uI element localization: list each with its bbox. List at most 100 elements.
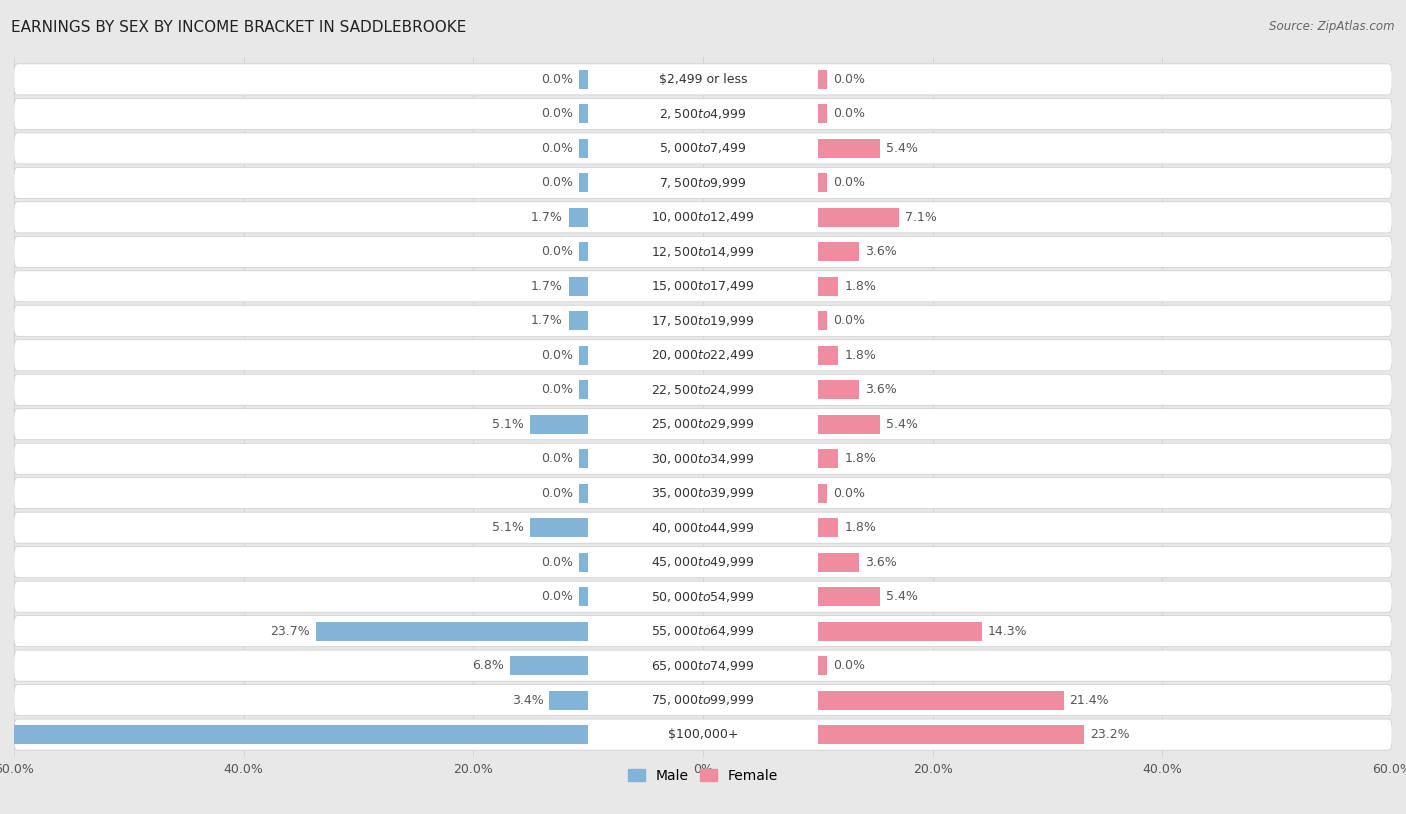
- Legend: Male, Female: Male, Female: [623, 764, 783, 789]
- Text: 1.8%: 1.8%: [844, 453, 876, 466]
- Text: $45,000 to $49,999: $45,000 to $49,999: [651, 555, 755, 569]
- Text: 3.4%: 3.4%: [512, 694, 543, 707]
- Bar: [818, 173, 827, 192]
- Text: $5,000 to $7,499: $5,000 to $7,499: [659, 142, 747, 155]
- FancyBboxPatch shape: [14, 305, 1392, 336]
- FancyBboxPatch shape: [14, 409, 1392, 440]
- FancyBboxPatch shape: [14, 615, 1392, 646]
- Text: 0.0%: 0.0%: [541, 177, 574, 190]
- Text: $40,000 to $44,999: $40,000 to $44,999: [651, 521, 755, 535]
- Text: 3.6%: 3.6%: [865, 245, 897, 258]
- Text: Source: ZipAtlas.com: Source: ZipAtlas.com: [1270, 20, 1395, 33]
- Bar: [550, 690, 588, 710]
- Bar: [579, 449, 588, 468]
- Text: 14.3%: 14.3%: [988, 624, 1028, 637]
- Bar: [579, 553, 588, 571]
- FancyBboxPatch shape: [14, 271, 1392, 302]
- FancyBboxPatch shape: [14, 443, 1392, 475]
- FancyBboxPatch shape: [14, 719, 1392, 751]
- FancyBboxPatch shape: [14, 650, 1392, 681]
- Text: 1.7%: 1.7%: [531, 280, 562, 293]
- Text: $22,500 to $24,999: $22,500 to $24,999: [651, 383, 755, 396]
- Text: 1.7%: 1.7%: [531, 314, 562, 327]
- Bar: [510, 656, 588, 675]
- FancyBboxPatch shape: [14, 63, 1392, 95]
- Bar: [568, 311, 588, 330]
- FancyBboxPatch shape: [14, 98, 1392, 129]
- Text: 0.0%: 0.0%: [541, 453, 574, 466]
- Text: 1.8%: 1.8%: [844, 280, 876, 293]
- Text: $15,000 to $17,499: $15,000 to $17,499: [651, 279, 755, 293]
- Text: $55,000 to $64,999: $55,000 to $64,999: [651, 624, 755, 638]
- Text: 0.0%: 0.0%: [541, 556, 574, 569]
- Text: $2,500 to $4,999: $2,500 to $4,999: [659, 107, 747, 121]
- FancyBboxPatch shape: [14, 581, 1392, 612]
- Bar: [579, 380, 588, 399]
- Bar: [818, 725, 1084, 744]
- Bar: [818, 587, 880, 606]
- Text: 0.0%: 0.0%: [541, 107, 574, 120]
- Text: 0.0%: 0.0%: [541, 590, 574, 603]
- Text: 5.1%: 5.1%: [492, 418, 524, 431]
- Text: $25,000 to $29,999: $25,000 to $29,999: [651, 418, 755, 431]
- Bar: [818, 311, 827, 330]
- FancyBboxPatch shape: [14, 133, 1392, 164]
- Bar: [818, 243, 859, 261]
- FancyBboxPatch shape: [14, 685, 1392, 716]
- Bar: [579, 243, 588, 261]
- Text: 0.0%: 0.0%: [541, 383, 574, 396]
- Text: 0.0%: 0.0%: [832, 107, 865, 120]
- FancyBboxPatch shape: [14, 202, 1392, 233]
- Text: 5.1%: 5.1%: [492, 521, 524, 534]
- Text: $75,000 to $99,999: $75,000 to $99,999: [651, 693, 755, 707]
- Bar: [818, 553, 859, 571]
- Text: 0.0%: 0.0%: [541, 487, 574, 500]
- Text: $20,000 to $22,499: $20,000 to $22,499: [651, 348, 755, 362]
- Bar: [530, 415, 588, 434]
- Text: 0.0%: 0.0%: [541, 142, 574, 155]
- Text: 0.0%: 0.0%: [541, 348, 574, 361]
- Bar: [579, 104, 588, 124]
- Text: $17,500 to $19,999: $17,500 to $19,999: [651, 313, 755, 328]
- Text: 1.8%: 1.8%: [844, 521, 876, 534]
- Text: 0.0%: 0.0%: [832, 314, 865, 327]
- Text: 6.8%: 6.8%: [472, 659, 505, 672]
- Bar: [818, 277, 838, 295]
- Text: $2,499 or less: $2,499 or less: [659, 73, 747, 86]
- Bar: [568, 277, 588, 295]
- FancyBboxPatch shape: [14, 374, 1392, 405]
- Bar: [818, 484, 827, 503]
- Bar: [568, 208, 588, 227]
- Text: $10,000 to $12,499: $10,000 to $12,499: [651, 210, 755, 225]
- Bar: [818, 449, 838, 468]
- Bar: [316, 622, 588, 641]
- Bar: [579, 139, 588, 158]
- Text: 1.8%: 1.8%: [844, 348, 876, 361]
- Bar: [818, 690, 1063, 710]
- Text: $50,000 to $54,999: $50,000 to $54,999: [651, 589, 755, 604]
- Text: 23.2%: 23.2%: [1090, 728, 1129, 741]
- Bar: [818, 139, 880, 158]
- Text: 0.0%: 0.0%: [832, 487, 865, 500]
- Bar: [579, 346, 588, 365]
- Text: $100,000+: $100,000+: [668, 728, 738, 741]
- Text: 0.0%: 0.0%: [832, 177, 865, 190]
- Bar: [579, 587, 588, 606]
- Text: 23.7%: 23.7%: [270, 624, 311, 637]
- Bar: [818, 519, 838, 537]
- FancyBboxPatch shape: [14, 547, 1392, 578]
- Text: 3.6%: 3.6%: [865, 556, 897, 569]
- Bar: [579, 173, 588, 192]
- FancyBboxPatch shape: [14, 168, 1392, 199]
- Text: EARNINGS BY SEX BY INCOME BRACKET IN SADDLEBROOKE: EARNINGS BY SEX BY INCOME BRACKET IN SAD…: [11, 20, 467, 35]
- Text: $12,500 to $14,999: $12,500 to $14,999: [651, 245, 755, 259]
- Bar: [818, 104, 827, 124]
- FancyBboxPatch shape: [14, 512, 1392, 543]
- Text: 7.1%: 7.1%: [905, 211, 936, 224]
- Bar: [579, 484, 588, 503]
- Bar: [818, 70, 827, 89]
- Text: 21.4%: 21.4%: [1070, 694, 1109, 707]
- Text: 3.6%: 3.6%: [865, 383, 897, 396]
- Bar: [530, 519, 588, 537]
- Text: $65,000 to $74,999: $65,000 to $74,999: [651, 659, 755, 672]
